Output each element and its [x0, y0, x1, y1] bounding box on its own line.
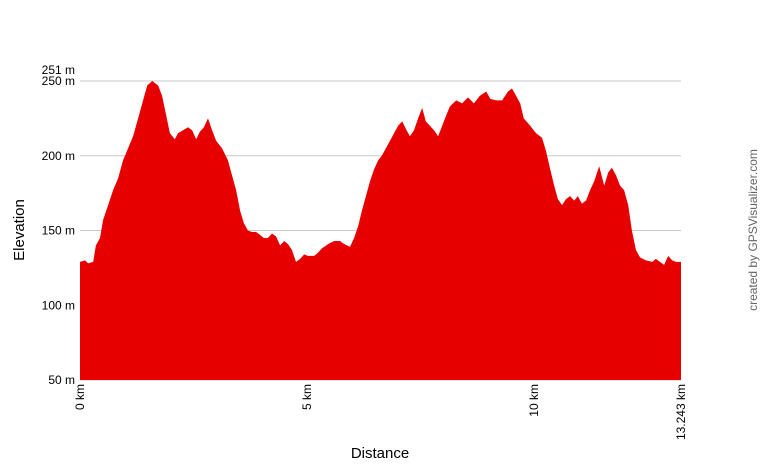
- x-tick-label: 13.243 km: [674, 384, 688, 440]
- y-axis-label: Elevation: [11, 199, 28, 261]
- y-tick-label: 150 m: [42, 224, 75, 238]
- y-axis-ticks: 50 m 100 m 150 m 200 m 250 m: [42, 74, 75, 387]
- y-tick-label: 50 m: [48, 373, 75, 387]
- max-elevation-label: 251 m: [42, 63, 75, 77]
- x-tick-label: 5 km: [300, 384, 314, 410]
- y-tick-label: 250 m: [42, 74, 75, 88]
- x-axis-ticks: 0 km 5 km 10 km 13.243 km: [73, 384, 688, 440]
- x-tick-label: 10 km: [527, 384, 541, 417]
- y-tick-label: 200 m: [42, 149, 75, 163]
- x-tick-label: 0 km: [73, 384, 87, 410]
- x-axis-label: Distance: [351, 445, 409, 460]
- y-tick-label: 100 m: [42, 298, 75, 312]
- elevation-area: [80, 81, 681, 380]
- credit-text: created by GPSVisualizer.com: [746, 149, 760, 311]
